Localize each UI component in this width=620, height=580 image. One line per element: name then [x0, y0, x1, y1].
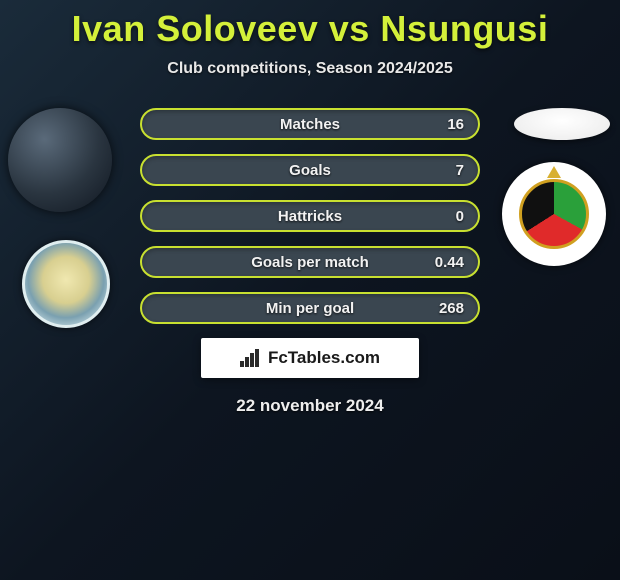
stat-label: Goals [289, 162, 331, 179]
stat-label: Matches [280, 116, 340, 133]
stat-row-goals: Goals 7 [140, 154, 480, 186]
comparison-title: Ivan Soloveev vs Nsungusi [0, 0, 620, 50]
stat-value: 0 [456, 208, 464, 225]
stat-row-matches: Matches 16 [140, 108, 480, 140]
branding-badge: FcTables.com [201, 338, 419, 378]
branding-text: FcTables.com [268, 348, 380, 368]
stat-label: Hattricks [278, 208, 342, 225]
stat-value: 0.44 [435, 254, 464, 271]
comparison-subtitle: Club competitions, Season 2024/2025 [0, 60, 620, 78]
stats-list: Matches 16 Goals 7 Hattricks 0 Goals per… [140, 108, 480, 324]
stat-row-goals-per-match: Goals per match 0.44 [140, 246, 480, 278]
player-left-avatar [8, 108, 112, 212]
club-badge-right [502, 162, 606, 266]
stat-value: 16 [447, 116, 464, 133]
player-right-avatar [514, 108, 610, 140]
comparison-date: 22 november 2024 [10, 396, 610, 416]
club-badge-right-crest [519, 179, 589, 249]
stat-label: Min per goal [266, 300, 354, 317]
stat-label: Goals per match [251, 254, 369, 271]
stat-value: 268 [439, 300, 464, 317]
stat-value: 7 [456, 162, 464, 179]
comparison-main: Matches 16 Goals 7 Hattricks 0 Goals per… [0, 108, 620, 416]
stat-row-min-per-goal: Min per goal 268 [140, 292, 480, 324]
club-badge-left [22, 240, 110, 328]
stat-row-hattricks: Hattricks 0 [140, 200, 480, 232]
bars-icon [240, 349, 262, 367]
